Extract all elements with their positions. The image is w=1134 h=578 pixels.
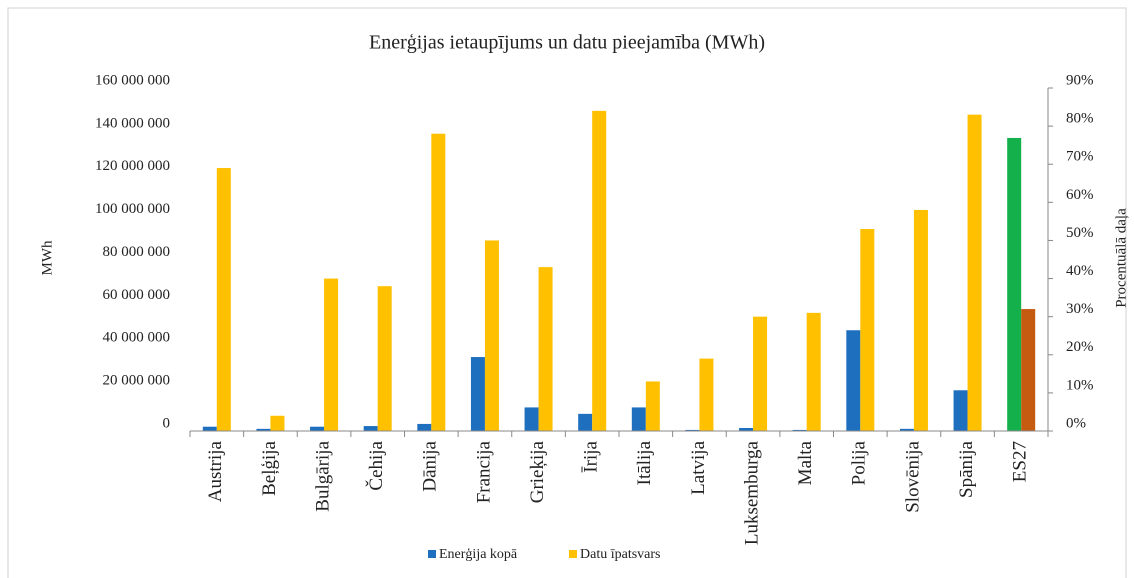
bar bbox=[753, 316, 768, 431]
x-tick-label: Itālija bbox=[634, 440, 655, 485]
x-tick-label: Francija bbox=[473, 440, 494, 503]
y-tick-label: 120 000 000 bbox=[95, 158, 170, 174]
bar bbox=[860, 229, 875, 431]
x-tick-label: Čehija bbox=[365, 440, 387, 490]
x-tick-label: Luksemburga bbox=[741, 440, 762, 545]
y-tick-label: 0 bbox=[163, 415, 171, 431]
legend-label: Datu īpatsvars bbox=[580, 547, 660, 562]
y-axis-label: MWh bbox=[39, 240, 55, 275]
bar bbox=[431, 133, 446, 431]
bar bbox=[846, 330, 861, 431]
x-tick-label: Īrija bbox=[581, 440, 602, 472]
bar bbox=[645, 381, 660, 431]
y2-tick-label: 20% bbox=[1066, 339, 1094, 355]
bar bbox=[1021, 309, 1036, 431]
bar bbox=[913, 209, 928, 431]
y2-tick-label: 90% bbox=[1066, 72, 1094, 88]
y2-tick-label: 70% bbox=[1066, 149, 1094, 165]
chart-title: Enerģijas ietaupījums un datu pieejamība… bbox=[369, 32, 765, 54]
legend-swatch bbox=[569, 550, 577, 558]
bar bbox=[470, 357, 485, 431]
y2-tick-label: 60% bbox=[1066, 187, 1094, 203]
bar bbox=[592, 110, 607, 431]
y2-tick-label: 30% bbox=[1066, 301, 1094, 317]
bar bbox=[484, 240, 499, 431]
bar bbox=[953, 390, 968, 431]
y-tick-label: 60 000 000 bbox=[103, 287, 171, 303]
x-tick-label: Beļģija bbox=[259, 440, 280, 495]
bar bbox=[310, 426, 325, 431]
bar bbox=[967, 114, 982, 431]
bar bbox=[578, 413, 593, 431]
x-tick-label: Grieķija bbox=[527, 440, 548, 503]
x-tick-label: Malta bbox=[795, 440, 816, 485]
bar bbox=[806, 312, 821, 431]
bar bbox=[417, 423, 432, 431]
y2-tick-label: 10% bbox=[1066, 377, 1094, 393]
y2-tick-label: 50% bbox=[1066, 225, 1094, 241]
y2-tick-label: 80% bbox=[1066, 111, 1094, 127]
y2-tick-label: 40% bbox=[1066, 263, 1094, 279]
bar bbox=[1007, 137, 1022, 431]
y-tick-label: 140 000 000 bbox=[95, 115, 170, 131]
y2-axis-label: Procentuālā daļa bbox=[1113, 208, 1129, 308]
bar bbox=[685, 429, 700, 431]
y-tick-label: 40 000 000 bbox=[103, 330, 171, 346]
bar bbox=[256, 428, 271, 431]
legend-swatch bbox=[428, 550, 436, 558]
bar bbox=[699, 358, 714, 431]
y2-tick-label: 0% bbox=[1066, 415, 1086, 431]
bar bbox=[792, 429, 807, 431]
bar bbox=[270, 415, 285, 431]
bar bbox=[538, 267, 553, 431]
bar bbox=[324, 278, 339, 431]
bar bbox=[377, 286, 392, 431]
chart-frame bbox=[7, 7, 1127, 578]
bar bbox=[363, 426, 378, 431]
x-tick-label: Bulgārija bbox=[312, 440, 333, 511]
x-tick-label: ES27 bbox=[1010, 441, 1031, 482]
x-tick-label: Spānija bbox=[956, 440, 977, 498]
bar bbox=[739, 427, 754, 431]
y-tick-label: 100 000 000 bbox=[95, 201, 170, 217]
x-tick-label: Polija bbox=[849, 440, 870, 485]
bar bbox=[899, 428, 914, 431]
bar bbox=[631, 407, 646, 431]
legend-label: Enerģija kopā bbox=[439, 546, 518, 562]
bar bbox=[202, 426, 217, 431]
x-tick-label: Slovēnija bbox=[902, 440, 923, 512]
y-tick-label: 160 000 000 bbox=[95, 72, 170, 88]
y-tick-label: 20 000 000 bbox=[103, 373, 171, 389]
x-tick-label: Dānija bbox=[420, 440, 441, 491]
y-tick-label: 80 000 000 bbox=[103, 244, 171, 260]
x-tick-label: Latvija bbox=[688, 440, 709, 494]
bar bbox=[216, 168, 231, 432]
x-tick-label: Austrija bbox=[205, 440, 226, 502]
bar bbox=[524, 407, 539, 431]
